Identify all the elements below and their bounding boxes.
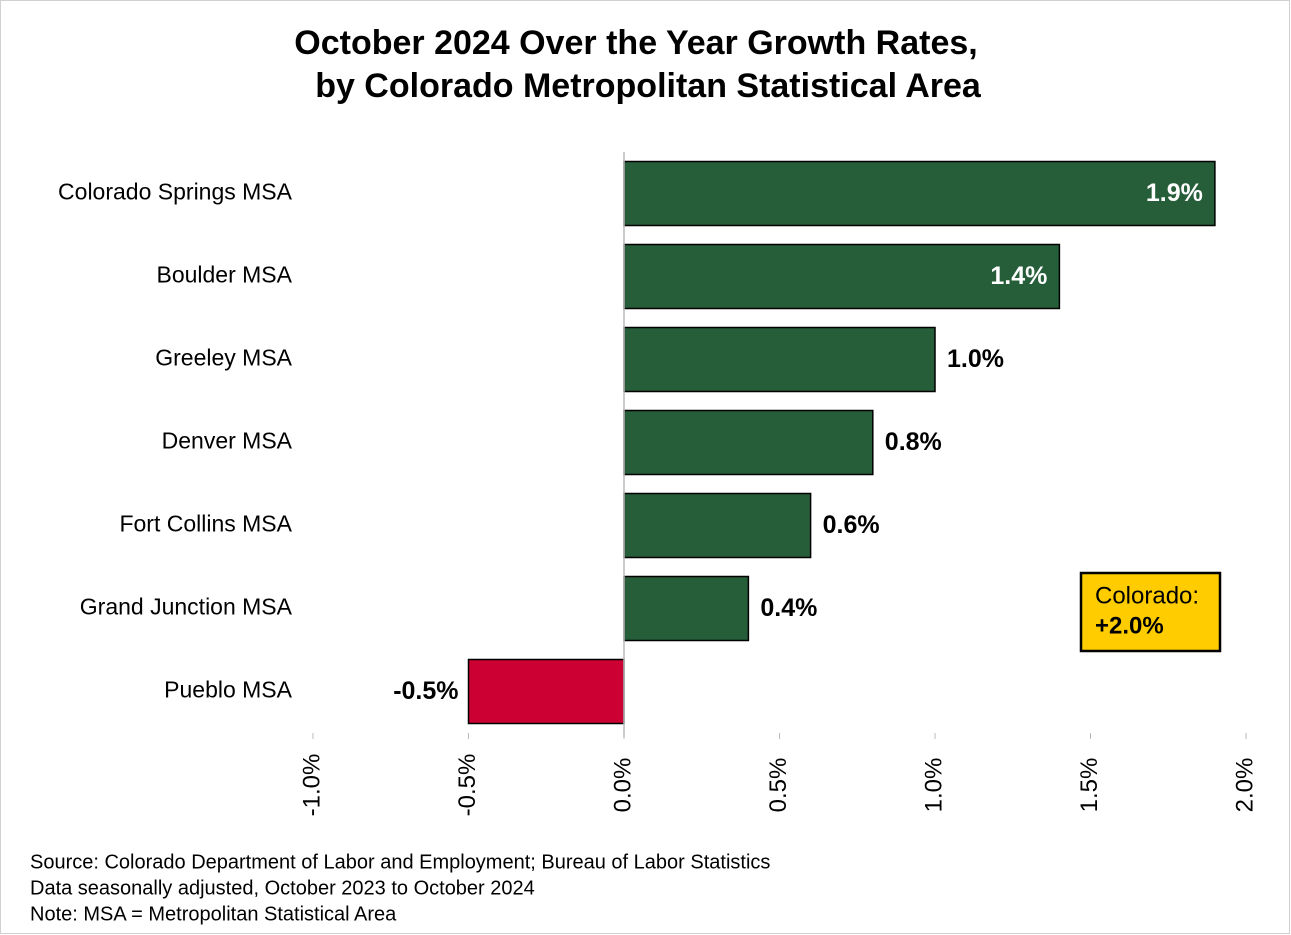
- bar: [623, 160, 1216, 227]
- bar: [467, 658, 625, 725]
- annotation-box: [1079, 571, 1222, 653]
- y-tick-label: Grand Junction MSA: [80, 594, 293, 620]
- bar: [623, 243, 1061, 310]
- x-tick-label: 2.0%: [1231, 758, 1258, 813]
- data-label: 1.0%: [947, 345, 1004, 373]
- bar: [623, 409, 874, 476]
- x-tick-label: 0.5%: [765, 758, 792, 813]
- data-label: 0.6%: [823, 511, 880, 539]
- y-tick-label: Colorado Springs MSA: [58, 179, 293, 205]
- annotation: Colorado:: [1095, 582, 1199, 609]
- bar: [623, 575, 750, 642]
- data-label: 1.4%: [990, 262, 1047, 290]
- x-tick-label: -1.0%: [298, 754, 325, 817]
- y-tick-label: Greeley MSA: [155, 345, 292, 371]
- data-label: 0.8%: [885, 428, 942, 456]
- note: Data seasonally adjusted, October 2023 t…: [30, 877, 535, 899]
- y-tick-label: Denver MSA: [162, 428, 293, 454]
- chart-title: by Colorado Metropolitan Statistical Are…: [315, 67, 982, 105]
- x-tick-label: 1.0%: [920, 758, 947, 813]
- data-label: -0.5%: [393, 677, 458, 705]
- data-label: 0.4%: [760, 594, 817, 622]
- bar: [623, 326, 936, 393]
- note: Source: Colorado Department of Labor and…: [30, 851, 770, 873]
- chart-title: October 2024 Over the Year Growth Rates,: [294, 24, 977, 62]
- note: Note: MSA = Metropolitan Statistical Are…: [30, 903, 397, 925]
- data-label: 1.9%: [1146, 179, 1203, 207]
- x-tick-label: 0.0%: [609, 758, 636, 813]
- bar: [623, 492, 812, 559]
- y-tick-label: Fort Collins MSA: [119, 511, 292, 537]
- annotation: +2.0%: [1095, 612, 1164, 639]
- x-tick-label: 1.5%: [1076, 758, 1103, 813]
- x-tick-label: -0.5%: [454, 754, 481, 817]
- y-tick-label: Pueblo MSA: [164, 677, 293, 703]
- y-tick-label: Boulder MSA: [156, 262, 292, 288]
